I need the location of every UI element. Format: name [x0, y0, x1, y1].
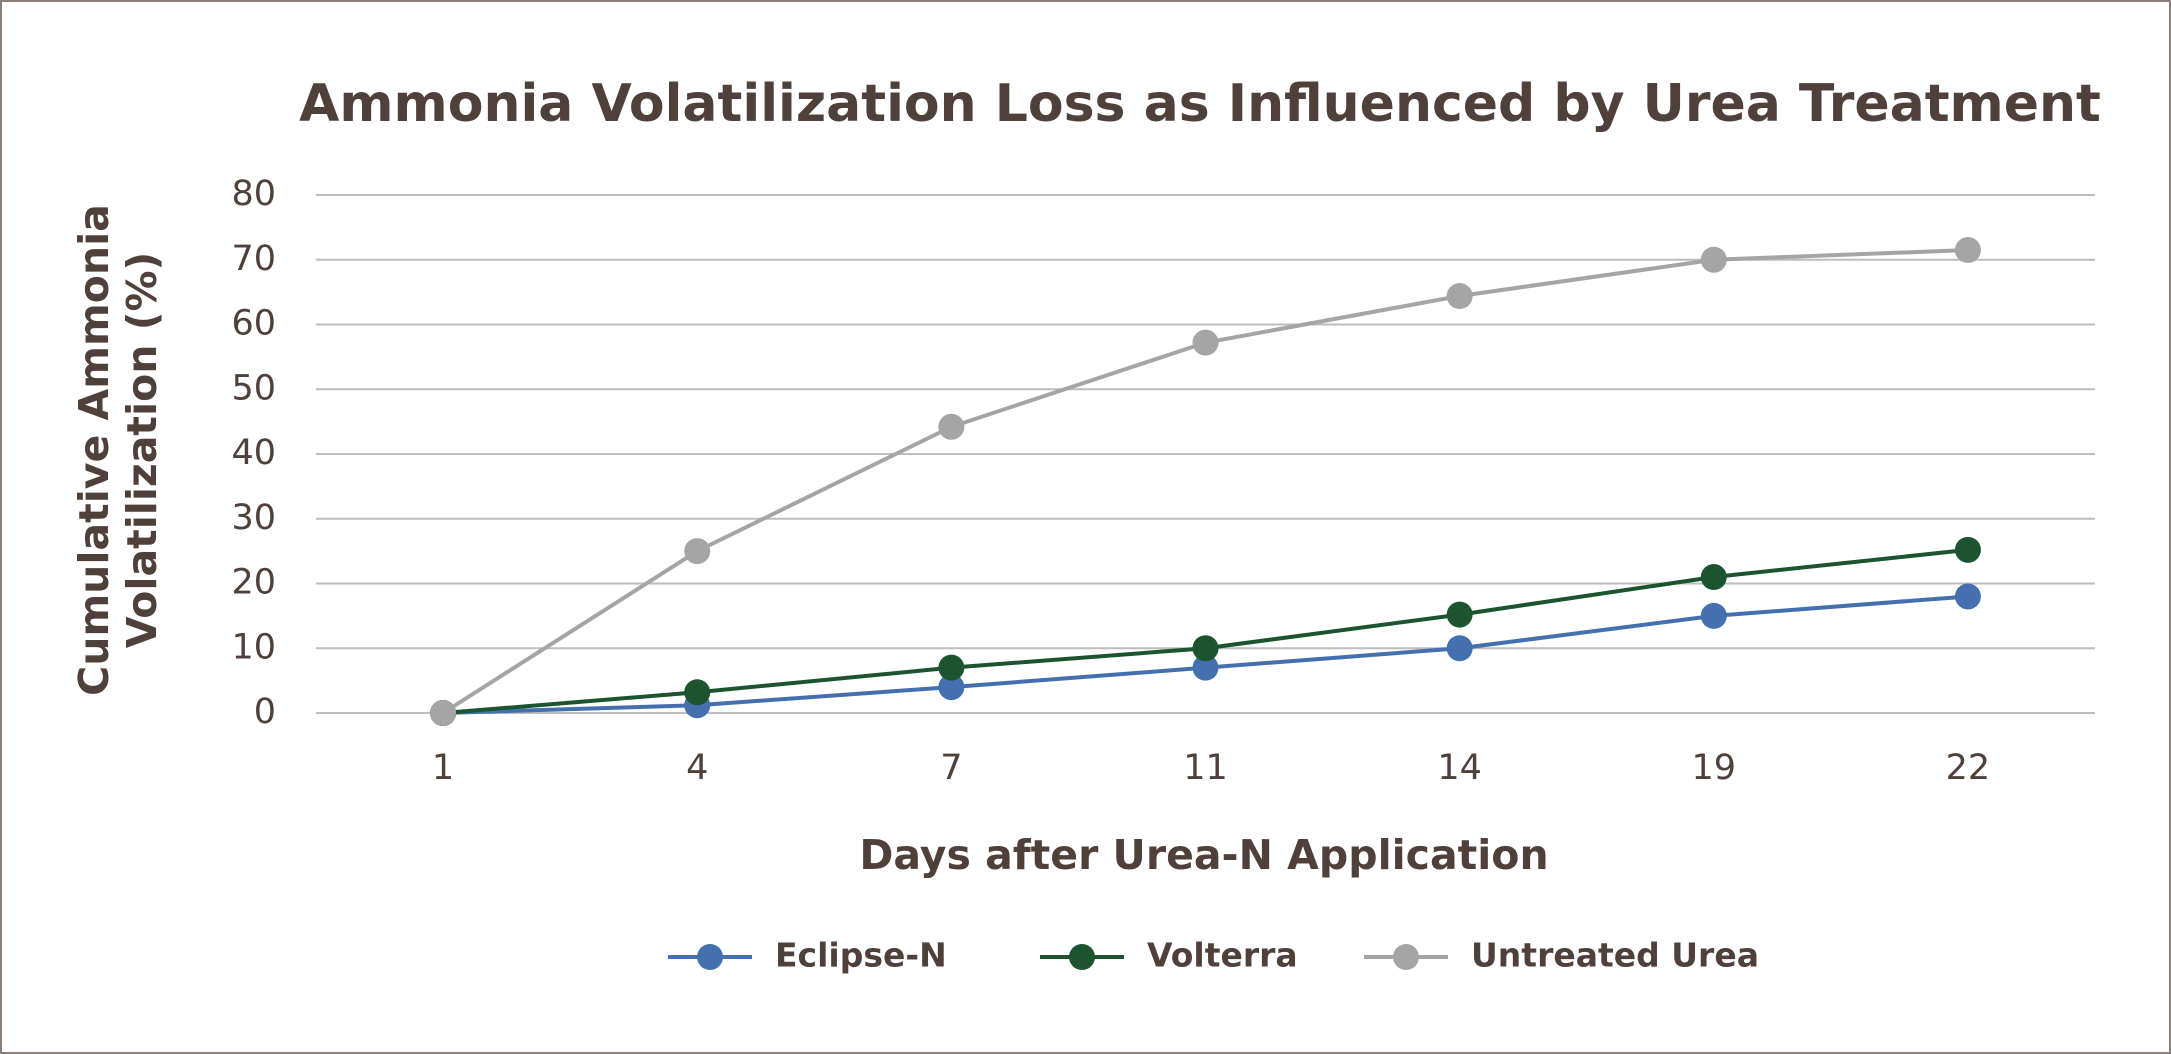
y-tick-label: 80 — [231, 174, 276, 214]
data-point — [938, 654, 965, 681]
data-point — [1954, 237, 1981, 264]
chart-title: Ammonia Volatilization Loss as Influence… — [299, 74, 2101, 134]
data-point — [1700, 246, 1727, 273]
x-axis-title: Days after Urea-N Application — [859, 831, 1548, 879]
x-tick-label: 19 — [1692, 748, 1737, 788]
x-tick-label: 4 — [686, 748, 708, 788]
data-point — [1700, 602, 1727, 629]
data-point — [1954, 583, 1981, 610]
y-axis-title-line: Cumulative Ammonia — [70, 204, 118, 696]
x-tick-label: 11 — [1183, 748, 1228, 788]
data-point — [938, 413, 965, 440]
x-tick-label: 1 — [432, 748, 454, 788]
data-point — [1192, 329, 1219, 356]
y-tick-label: 20 — [231, 563, 276, 603]
x-tick-label: 22 — [1946, 748, 1991, 788]
legend-marker — [1393, 944, 1419, 970]
y-axis-title: Cumulative Ammonia Volatilization (%) — [70, 204, 166, 696]
data-point — [684, 538, 711, 565]
data-point — [430, 700, 457, 726]
data-point — [1192, 635, 1219, 662]
data-point — [1446, 283, 1473, 310]
y-tick-label: 70 — [231, 239, 276, 279]
legend-label: Volterra — [1147, 936, 1298, 975]
data-point — [938, 674, 965, 701]
y-tick-label: 50 — [231, 368, 276, 408]
data-point — [1192, 654, 1219, 681]
y-tick-label: 30 — [231, 498, 276, 538]
y-axis-title-line: Volatilization (%) — [118, 252, 166, 649]
y-tick-label: 40 — [231, 433, 276, 473]
legend-label: Eclipse-N — [775, 936, 947, 975]
x-tick-label: 7 — [940, 748, 962, 788]
legend-marker — [697, 944, 723, 970]
y-tick-label: 0 — [254, 692, 276, 732]
data-point — [1446, 601, 1473, 628]
y-tick-label: 10 — [231, 627, 276, 667]
data-point — [1446, 635, 1473, 662]
y-tick-label: 60 — [231, 304, 276, 344]
data-point — [684, 679, 711, 706]
legend-marker — [1069, 944, 1095, 970]
x-tick-label: 14 — [1437, 748, 1482, 788]
legend-label: Untreated Urea — [1471, 936, 1759, 975]
data-point — [1700, 564, 1727, 591]
data-point — [1954, 536, 1981, 563]
